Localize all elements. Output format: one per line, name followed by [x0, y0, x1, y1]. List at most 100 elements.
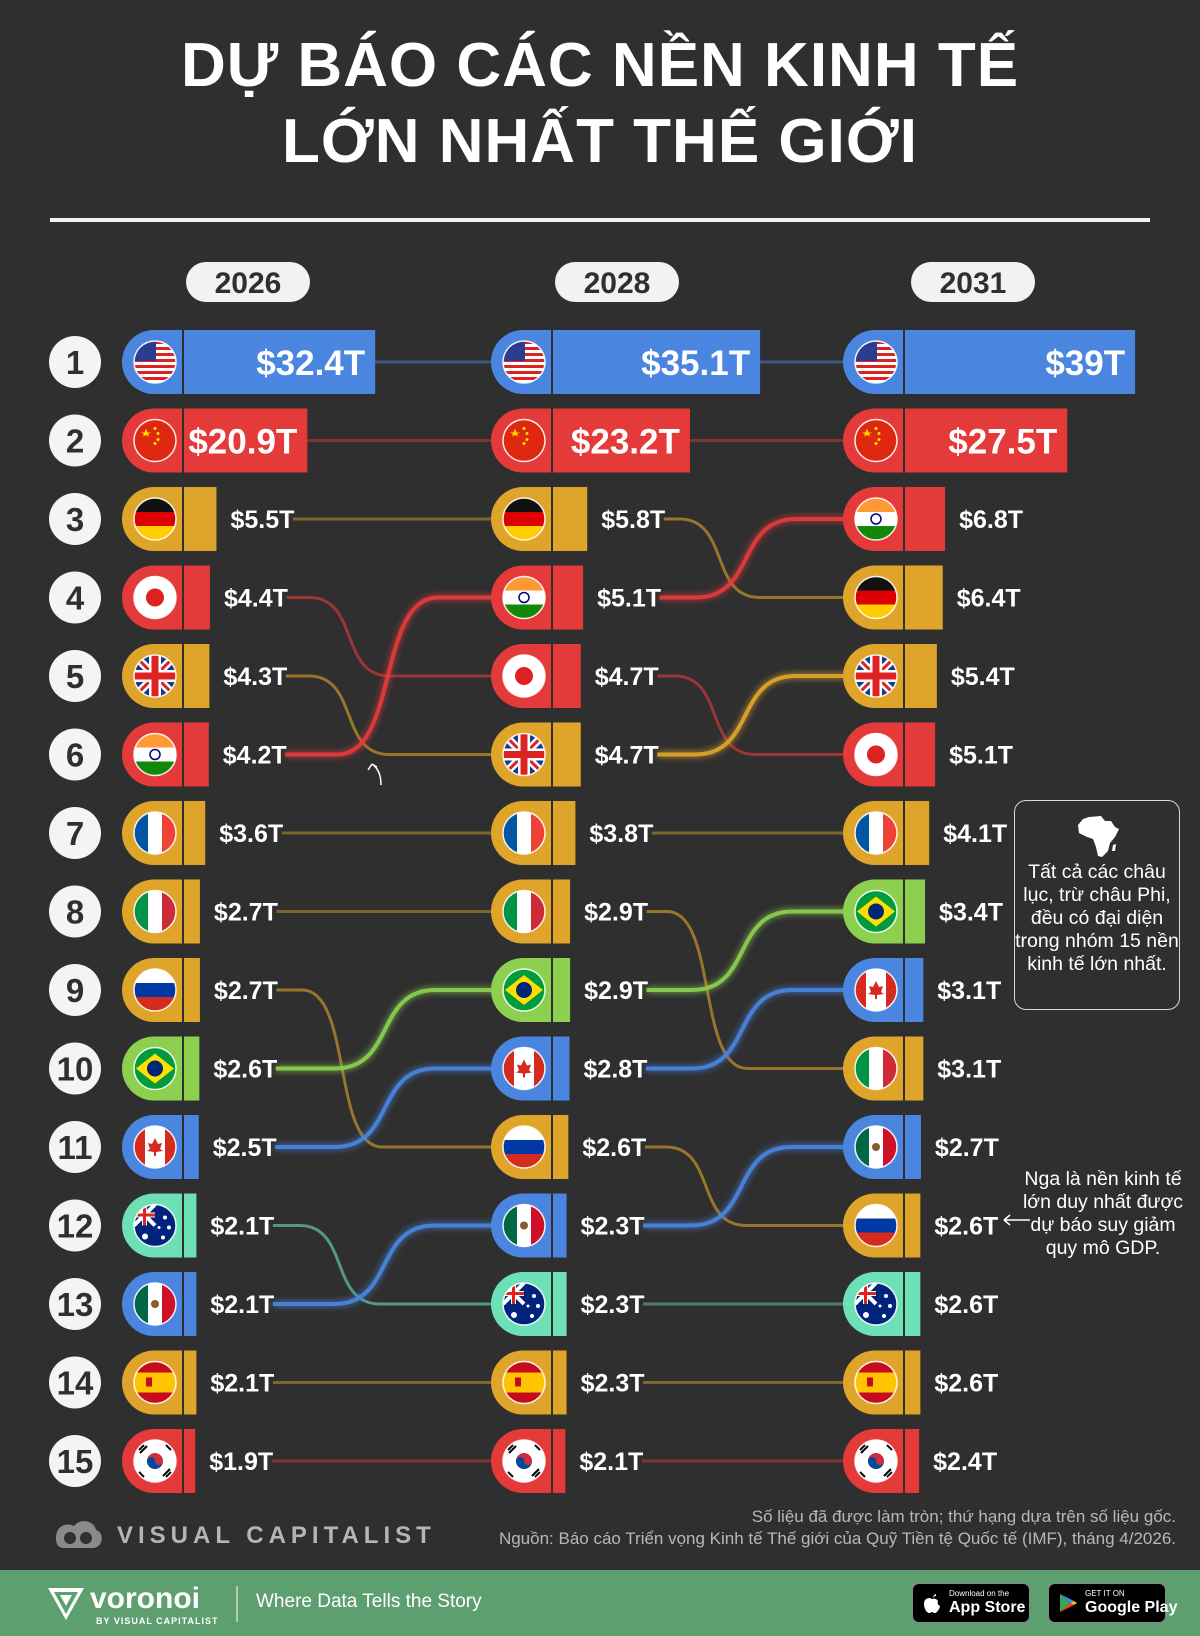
flag-brazil-icon	[133, 1046, 177, 1091]
bar-usa-2031: $39T	[843, 330, 1136, 394]
rank-circle	[49, 650, 101, 702]
value-bar	[184, 644, 210, 708]
connector-japan-1	[657, 674, 863, 756]
bar-south_korea-2026: $1.9T	[122, 1429, 273, 1493]
value-bar	[184, 801, 206, 865]
flag-italy-icon	[133, 889, 177, 934]
year-header-2028: 2028	[555, 262, 679, 302]
value-bar	[905, 487, 946, 551]
flag-russia-icon	[854, 1203, 898, 1248]
flag-canada-icon	[133, 1125, 177, 1169]
year-header-2026: 2026	[186, 262, 310, 302]
value-label: $2.6T	[934, 1291, 998, 1319]
flag-australia-icon	[854, 1282, 898, 1326]
flag-germany-icon	[133, 497, 177, 541]
bar-germany-2026: $5.5T	[122, 487, 294, 551]
connector-mexico-0	[272, 1223, 511, 1306]
flag-usa-icon	[133, 340, 177, 384]
voronoi-logo[interactable]: voronoi BY VISUAL CAPITALIST	[46, 1580, 221, 1626]
rank-circle	[49, 1042, 101, 1095]
connector-japan-0	[286, 596, 511, 678]
arrow-left-icon	[1003, 1214, 1030, 1226]
bar-brazil-2028: $2.9T	[491, 958, 648, 1022]
value-label: $4.7T	[595, 663, 659, 691]
rank-circle	[49, 964, 101, 1016]
bar-india-2026: $4.2T	[122, 722, 287, 787]
flag-south-korea-icon	[854, 1439, 898, 1483]
flag-japan-icon	[502, 654, 546, 698]
value-label: $1.9T	[209, 1448, 273, 1476]
rank-12: 12	[49, 1199, 101, 1252]
flag-japan-icon	[133, 575, 177, 620]
flag-spain-icon	[502, 1360, 546, 1405]
value-label: $2.6T	[934, 1370, 998, 1398]
value-bar	[553, 879, 571, 944]
value-label: $2.6T	[934, 1213, 998, 1241]
year-header-2031: 2031	[911, 262, 1035, 302]
connector-canada-0	[275, 1066, 511, 1149]
rank-circle	[49, 571, 101, 624]
value-label: $2.7T	[214, 977, 278, 1005]
value-label: $3.4T	[939, 899, 1003, 927]
flag-russia-icon	[133, 968, 177, 1012]
rank-circle	[49, 728, 101, 781]
rank-circle	[49, 493, 101, 545]
rank-6: 6	[49, 728, 101, 781]
rank-number: 11	[58, 1129, 93, 1166]
connector-brazil-0	[275, 988, 511, 1071]
bar-japan-2031: $5.1T	[843, 722, 1013, 787]
bar-france-2031: $4.1T	[843, 801, 1007, 865]
google-play-button[interactable]: GET IT ON Google Play	[1048, 1583, 1177, 1623]
note-russia-text: Nga là nền kinh tế lớn duy nhất được dự …	[1022, 1168, 1184, 1259]
connector-brazil-1	[646, 909, 863, 992]
bar-russia-2028: $2.6T	[491, 1115, 646, 1179]
value-bar	[905, 1193, 921, 1258]
voronoi-wordmark: voronoi	[90, 1582, 200, 1615]
rank-number: 1	[66, 344, 84, 381]
flag-australia-icon	[502, 1282, 546, 1326]
voronoi-icon	[48, 1588, 84, 1620]
flag-mexico-icon	[133, 1282, 177, 1326]
bar-japan-2026: $4.4T	[122, 565, 288, 630]
page-title: DỰ BÁO CÁC NỀN KINH TẾ LỚN NHẤT THẾ GIỚI	[0, 28, 1200, 180]
rank-circle	[49, 1356, 101, 1409]
rank-number: 7	[66, 815, 84, 852]
value-bar	[184, 408, 308, 473]
flag-japan-icon	[854, 732, 898, 777]
flag-uk-icon	[133, 654, 177, 698]
rank-number: 14	[57, 1365, 94, 1402]
value-label: $2.8T	[584, 1056, 648, 1084]
voronoi-subtitle: BY VISUAL CAPITALIST	[96, 1616, 219, 1626]
bar-china-2026: $20.9T	[122, 408, 308, 473]
rank-3: 3	[49, 493, 101, 545]
value-bar	[905, 1115, 921, 1179]
app-store-label: App Store	[949, 1599, 1026, 1616]
value-label: $4.1T	[943, 820, 1007, 848]
bar-mexico-2028: $2.3T	[491, 1193, 645, 1258]
value-bar	[184, 879, 200, 944]
value-label: $2.1T	[210, 1291, 274, 1319]
connector-mexico-1	[643, 1145, 863, 1228]
bar-italy-2031: $3.1T	[843, 1036, 1001, 1101]
app-store-button[interactable]: Download on the App Store	[912, 1583, 1030, 1623]
flag-mexico-icon	[854, 1125, 898, 1169]
value-bar	[184, 1272, 197, 1336]
value-label: $2.3T	[581, 1370, 645, 1398]
connector-canada-1	[646, 988, 863, 1071]
value-label: $2.9T	[584, 977, 648, 1005]
value-label: $2.1T	[210, 1213, 274, 1241]
year-label: 2026	[215, 267, 282, 300]
year-label: 2028	[584, 267, 651, 300]
value-bar	[553, 958, 571, 1022]
flag-russia-icon	[502, 1125, 546, 1169]
flag-germany-icon	[854, 575, 898, 620]
value-label: $2.7T	[935, 1134, 999, 1162]
value-label: $2.3T	[581, 1213, 645, 1241]
year-pill	[555, 262, 679, 302]
value-bar	[184, 487, 217, 551]
flag-usa-icon	[854, 340, 898, 384]
connector-germany-1	[663, 517, 863, 599]
connector-india-1	[659, 517, 863, 600]
bar-russia-2026: $2.7T	[122, 958, 278, 1022]
bar-brazil-2026: $2.6T	[122, 1036, 277, 1101]
